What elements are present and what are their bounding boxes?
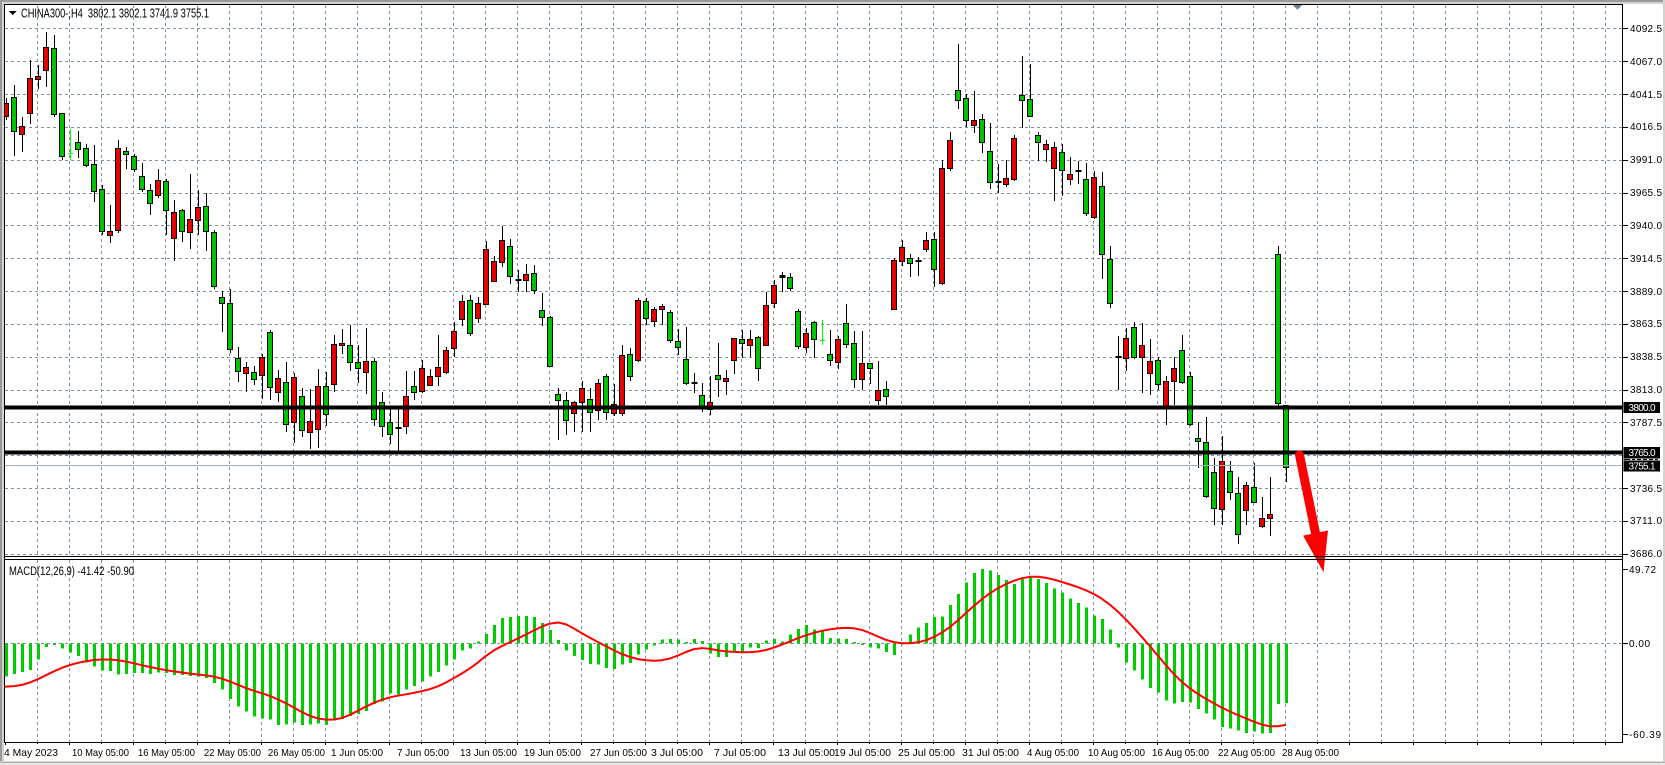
- svg-text:4 May 2023: 4 May 2023: [4, 747, 58, 759]
- svg-text:26 May 05:00: 26 May 05:00: [268, 747, 325, 759]
- svg-text:4092.5: 4092.5: [1630, 24, 1662, 35]
- svg-text:31 Jul 05:00: 31 Jul 05:00: [962, 747, 1019, 759]
- svg-text:3813.0: 3813.0: [1630, 385, 1662, 396]
- svg-text:3686.0: 3686.0: [1630, 549, 1662, 560]
- svg-text:13 Jul 05:00: 13 Jul 05:00: [778, 747, 835, 759]
- svg-text:22 Aug 05:00: 22 Aug 05:00: [1218, 747, 1275, 759]
- svg-text:CHINA300-,H4 3802.1 3802.1 37: CHINA300-,H4 3802.1 3802.1 3741.9 3755.1: [21, 7, 209, 21]
- svg-text:13 Jun 05:00: 13 Jun 05:00: [460, 747, 517, 759]
- svg-text:3838.5: 3838.5: [1630, 352, 1662, 363]
- svg-text:3765.0: 3765.0: [1629, 448, 1656, 459]
- svg-text:3965.5: 3965.5: [1630, 188, 1662, 199]
- svg-text:3991.0: 3991.0: [1630, 155, 1662, 166]
- svg-text:1 Jun 05:00: 1 Jun 05:00: [331, 747, 383, 759]
- svg-text:3889.0: 3889.0: [1630, 287, 1662, 298]
- svg-text:-60.39: -60.39: [1629, 730, 1661, 741]
- svg-text:16 Aug 05:00: 16 Aug 05:00: [1152, 747, 1209, 759]
- svg-text:4067.0: 4067.0: [1630, 57, 1662, 68]
- svg-text:3914.5: 3914.5: [1630, 254, 1662, 265]
- svg-text:4041.5: 4041.5: [1630, 90, 1662, 101]
- svg-text:28 Aug 05:00: 28 Aug 05:00: [1282, 747, 1339, 759]
- svg-text:19 Jun 05:00: 19 Jun 05:00: [524, 747, 581, 759]
- svg-text:4016.5: 4016.5: [1630, 122, 1662, 133]
- svg-text:19 Jul 05:00: 19 Jul 05:00: [834, 747, 891, 759]
- svg-text:3940.0: 3940.0: [1630, 221, 1662, 232]
- svg-text:7 Jul 05:00: 7 Jul 05:00: [714, 747, 766, 759]
- svg-text:49.72: 49.72: [1629, 565, 1656, 576]
- svg-text:MACD(12,26,9) -41.42 -50.90: MACD(12,26,9) -41.42 -50.90: [9, 566, 134, 578]
- svg-text:4 Aug 05:00: 4 Aug 05:00: [1027, 747, 1079, 759]
- svg-text:16 May 05:00: 16 May 05:00: [138, 747, 195, 759]
- svg-text:7 Jun 05:00: 7 Jun 05:00: [397, 747, 449, 759]
- svg-text:10 May 05:00: 10 May 05:00: [72, 747, 129, 759]
- svg-text:3787.5: 3787.5: [1630, 418, 1662, 429]
- svg-text:27 Jun 05:00: 27 Jun 05:00: [590, 747, 647, 759]
- svg-text:3736.5: 3736.5: [1630, 484, 1662, 495]
- svg-text:3863.5: 3863.5: [1630, 319, 1662, 330]
- svg-text:25 Jul 05:00: 25 Jul 05:00: [898, 747, 955, 759]
- svg-text:3800.0: 3800.0: [1629, 403, 1656, 414]
- svg-text:22 May 05:00: 22 May 05:00: [204, 747, 261, 759]
- svg-text:3 Jul 05:00: 3 Jul 05:00: [651, 747, 703, 759]
- svg-text:3711.0: 3711.0: [1630, 516, 1662, 527]
- svg-text:10 Aug 05:00: 10 Aug 05:00: [1088, 747, 1145, 759]
- svg-text:0.00: 0.00: [1629, 639, 1650, 650]
- svg-text:3755.1: 3755.1: [1629, 461, 1656, 472]
